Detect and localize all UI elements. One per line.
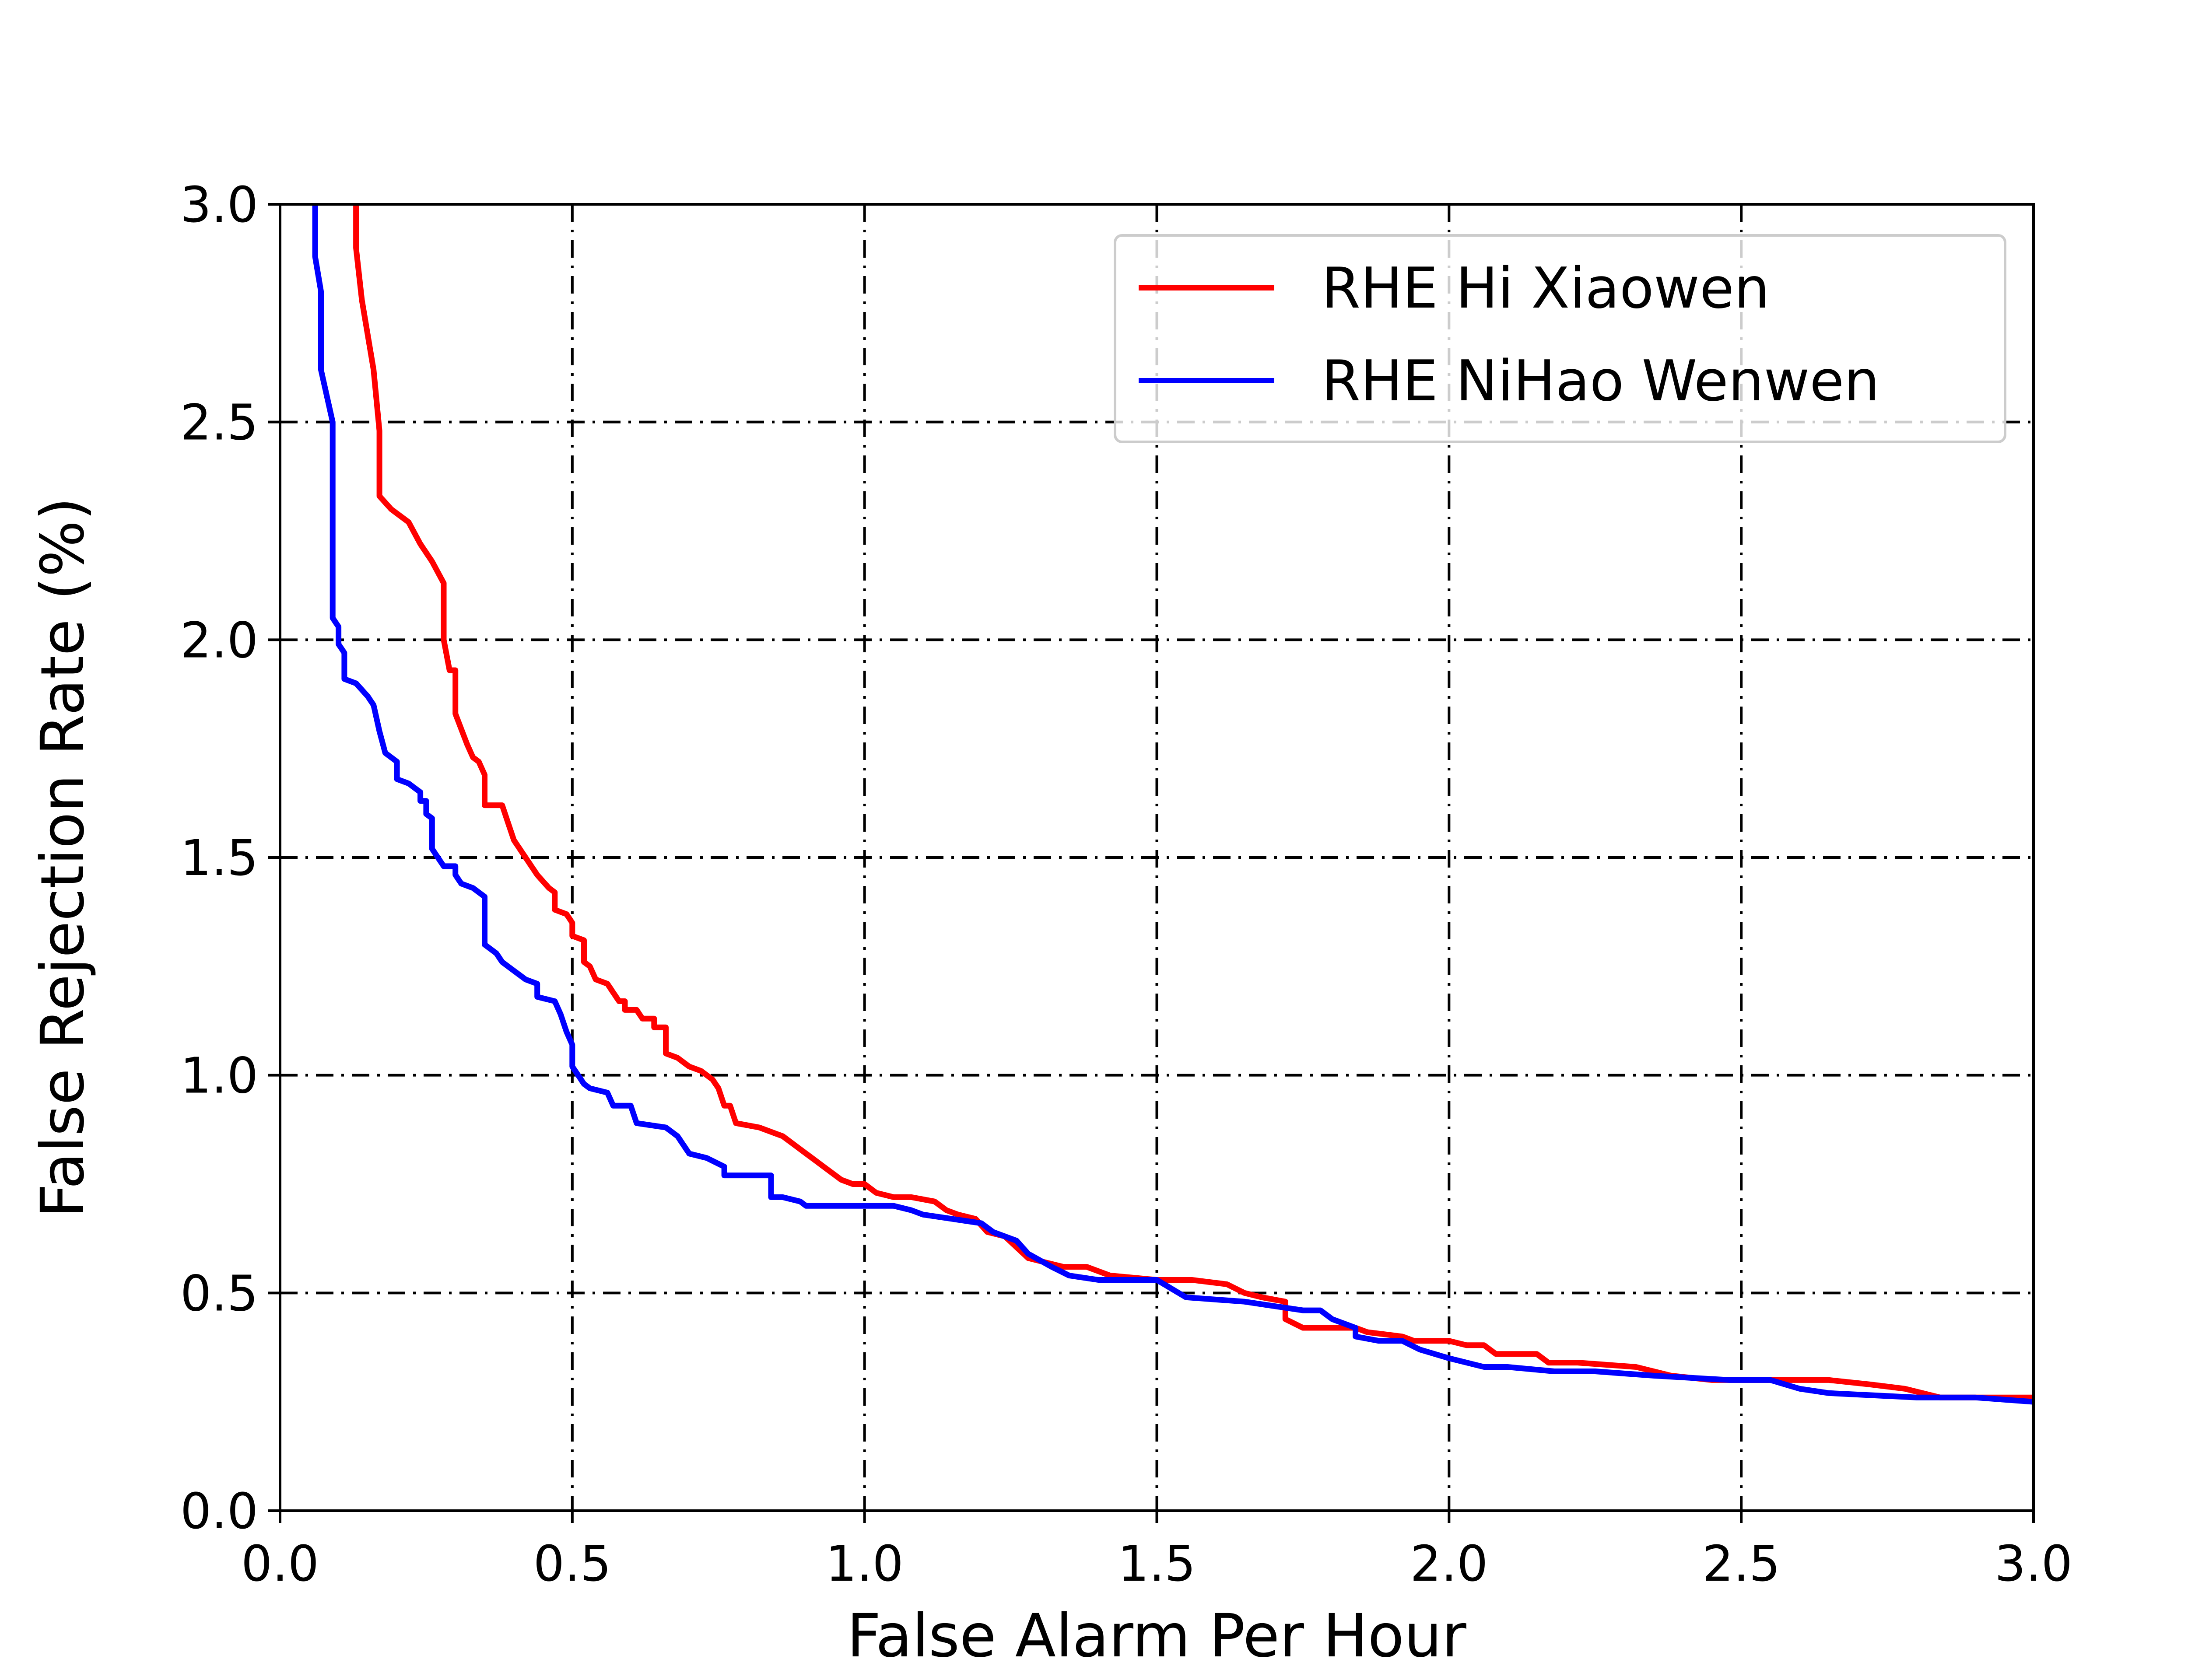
legend: RHE Hi Xiaowen RHE NiHao Wenwen	[1114, 234, 2006, 443]
legend-label-rhe-hi-xiaowen: RHE Hi Xiaowen	[1322, 256, 1770, 321]
y-tick-label: 2.5	[180, 395, 258, 452]
legend-label-rhe-nihao-wenwen: RHE NiHao Wenwen	[1322, 349, 1879, 414]
x-tick-label: 1.5	[1118, 1536, 1196, 1592]
ticks: 0.0 0.5 1.0 1.5 2.0 2.5 3.0 0.0 0.5 1.0 1.5 2.0 2.5 3…	[180, 177, 2072, 1592]
x-tick-label: 2.5	[1702, 1536, 1780, 1592]
x-tick-label: 2.0	[1410, 1536, 1488, 1592]
y-tick-label: 0.0	[180, 1483, 258, 1540]
x-tick-label: 3.0	[1995, 1536, 2072, 1592]
y-tick-label: 3.0	[180, 177, 258, 234]
x-tick-label: 1.0	[826, 1536, 904, 1592]
y-axis-label: False Rejection Rate (%)	[28, 497, 98, 1218]
series-line-rhe-hi-xiaowen	[353, 204, 2034, 1400]
x-axis-label: False Alarm Per Hour	[847, 1602, 1466, 1671]
y-tick-label: 0.5	[180, 1265, 258, 1322]
series-line-rhe-nihao-wenwen	[312, 204, 2034, 1405]
series-layer	[312, 204, 2034, 1405]
y-tick-label: 1.0	[180, 1048, 258, 1105]
legend-box	[1114, 234, 2006, 443]
x-tick-label: 0.0	[241, 1536, 319, 1592]
y-tick-label: 2.0	[180, 612, 258, 669]
x-tick-label: 0.5	[533, 1536, 611, 1592]
y-tick-label: 1.5	[180, 830, 258, 887]
